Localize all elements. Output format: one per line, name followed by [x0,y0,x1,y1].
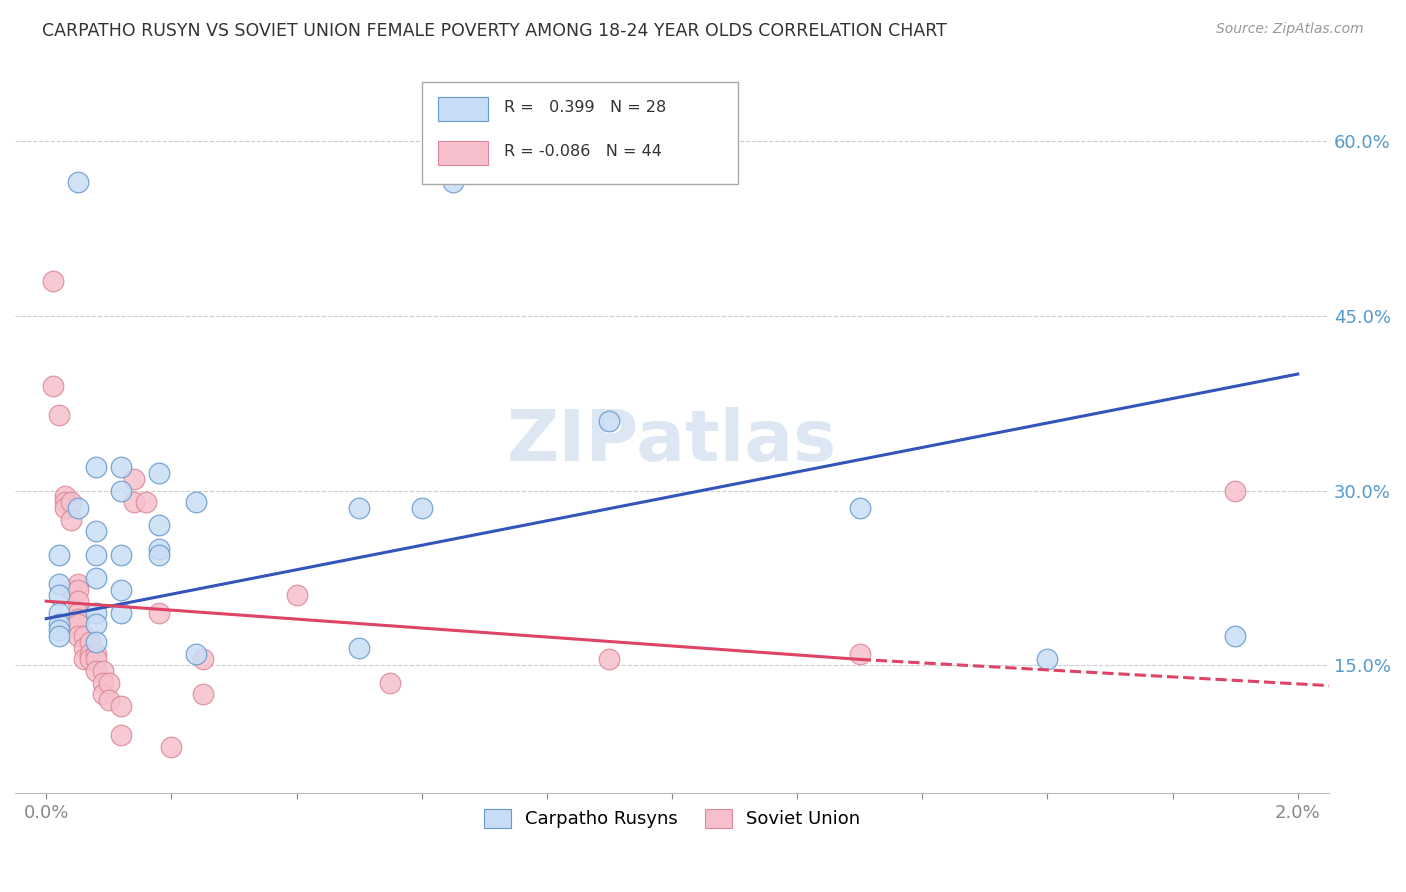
Point [186,495,208,509]
Point [91,664,114,678]
Point [66,606,89,620]
Point [86,647,108,661]
Point [347,640,370,655]
Point [53,501,76,516]
Text: R = -0.086   N = 44: R = -0.086 N = 44 [503,144,662,159]
Point [53,495,76,509]
Point [48,548,70,562]
Text: R =   0.399   N = 28: R = 0.399 N = 28 [503,100,666,115]
Point [110,582,132,597]
Point [53,489,76,503]
Point [66,629,89,643]
Point [86,664,108,678]
Legend: Carpatho Rusyns, Soviet Union: Carpatho Rusyns, Soviet Union [477,802,868,836]
Point [122,472,145,486]
Point [66,576,89,591]
Point [73,629,96,643]
Point [48,588,70,602]
Point [91,675,114,690]
Point [48,576,70,591]
Point [110,483,132,498]
Point [79,652,101,666]
Point [66,612,89,626]
Point [66,582,89,597]
Point [110,606,132,620]
Point [86,617,108,632]
Text: CARPATHO RUSYN VS SOVIET UNION FEMALE POVERTY AMONG 18-24 YEAR OLDS CORRELATION : CARPATHO RUSYN VS SOVIET UNION FEMALE PO… [42,22,948,40]
Point [148,518,170,533]
Point [441,175,464,189]
Point [79,635,101,649]
Point [91,687,114,701]
Point [97,693,120,707]
Point [66,617,89,632]
Point [848,647,870,661]
Point [86,460,108,475]
Point [848,501,870,516]
Point [110,460,132,475]
Point [48,629,70,643]
FancyBboxPatch shape [422,81,738,185]
Point [73,652,96,666]
Point [148,466,170,480]
Point [48,408,70,422]
Point [191,652,214,666]
Point [160,739,183,754]
Point [48,606,70,620]
Point [191,687,214,701]
Point [86,652,108,666]
Point [598,652,620,666]
Point [380,675,402,690]
Point [60,513,83,527]
Text: Source: ZipAtlas.com: Source: ZipAtlas.com [1216,22,1364,37]
Point [148,541,170,556]
Point [73,640,96,655]
Point [148,606,170,620]
Point [66,175,89,189]
Point [110,698,132,713]
Point [97,675,120,690]
Text: ZIPatlas: ZIPatlas [508,407,837,475]
Point [186,647,208,661]
Point [79,647,101,661]
Point [122,495,145,509]
Point [60,495,83,509]
Point [66,501,89,516]
Point [347,501,370,516]
Point [148,548,170,562]
FancyBboxPatch shape [439,141,488,164]
Point [1036,652,1059,666]
Point [60,582,83,597]
Point [41,274,63,288]
Point [110,728,132,742]
Point [86,524,108,539]
Point [411,501,433,516]
Point [48,617,70,632]
Point [285,588,308,602]
Point [41,378,63,392]
Point [66,594,89,608]
Point [1223,629,1246,643]
FancyBboxPatch shape [439,97,488,120]
Point [110,548,132,562]
Point [86,606,108,620]
Point [135,495,157,509]
Point [86,548,108,562]
Point [86,571,108,585]
Point [598,414,620,428]
Point [86,635,108,649]
Point [48,624,70,638]
Point [1223,483,1246,498]
